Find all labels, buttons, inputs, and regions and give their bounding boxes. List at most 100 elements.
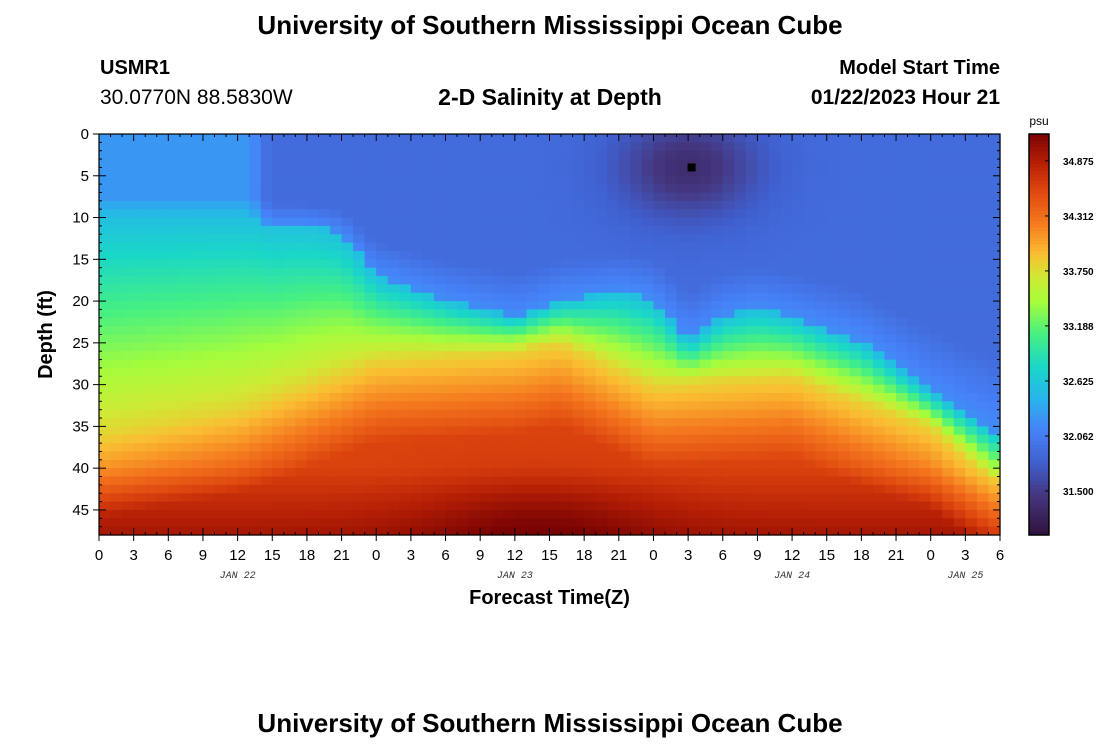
heatmap-cell bbox=[549, 384, 562, 394]
heatmap-cell bbox=[295, 434, 308, 444]
heatmap-cell bbox=[768, 351, 782, 361]
heatmap-cell bbox=[699, 359, 712, 369]
heatmap-cell bbox=[191, 326, 204, 336]
heatmap-cell bbox=[561, 426, 574, 436]
heatmap-cell bbox=[226, 225, 239, 235]
heatmap-cell bbox=[179, 351, 193, 361]
heatmap-cell bbox=[514, 276, 527, 285]
heatmap-cell bbox=[399, 376, 412, 386]
heatmap-cell bbox=[976, 234, 990, 244]
heatmap-cell bbox=[815, 192, 828, 202]
heatmap-cell bbox=[953, 392, 966, 402]
heatmap-cell bbox=[503, 509, 516, 519]
heatmap-cell bbox=[272, 192, 285, 202]
heatmap-cell bbox=[734, 301, 747, 311]
heatmap-cell bbox=[780, 493, 793, 503]
heatmap-cell bbox=[953, 334, 966, 344]
heatmap-cell bbox=[179, 426, 193, 436]
heatmap-cell bbox=[884, 401, 897, 411]
heatmap-cell bbox=[803, 292, 816, 302]
heatmap-cell bbox=[156, 217, 169, 227]
heatmap-cell bbox=[179, 276, 193, 285]
heatmap-cell bbox=[849, 225, 862, 235]
heatmap-cell bbox=[179, 309, 193, 319]
heatmap-cell bbox=[618, 434, 631, 444]
heatmap-cell bbox=[711, 501, 724, 511]
heatmap-cell bbox=[306, 175, 320, 185]
heatmap-cell bbox=[295, 250, 308, 260]
heatmap-cell bbox=[249, 459, 262, 469]
heatmap-cell bbox=[561, 192, 574, 202]
heatmap-cell bbox=[364, 167, 377, 177]
heatmap-cell bbox=[179, 484, 193, 494]
heatmap-cell bbox=[584, 167, 597, 177]
heatmap-cell bbox=[942, 468, 955, 478]
heatmap-cell bbox=[734, 484, 747, 494]
heatmap-cell bbox=[376, 150, 389, 160]
heatmap-cell bbox=[341, 225, 354, 235]
heatmap-cell bbox=[630, 384, 643, 394]
heatmap-cell bbox=[341, 192, 354, 202]
heatmap-cell bbox=[445, 351, 458, 361]
heatmap-cell bbox=[861, 267, 874, 277]
heatmap-cell bbox=[665, 150, 678, 160]
heatmap-cell bbox=[283, 334, 296, 344]
heatmap-cell bbox=[537, 459, 551, 469]
heatmap-cell bbox=[491, 401, 504, 411]
heatmap-cell bbox=[99, 501, 112, 511]
heatmap-cell bbox=[445, 309, 458, 319]
heatmap-cell bbox=[768, 317, 782, 327]
heatmap-cell bbox=[283, 134, 296, 143]
heatmap-cell bbox=[953, 159, 966, 169]
heatmap-cell bbox=[861, 401, 874, 411]
heatmap-cell bbox=[214, 426, 227, 436]
heatmap-cell bbox=[514, 367, 527, 377]
heatmap-cell bbox=[156, 175, 169, 185]
heatmap-cell bbox=[815, 367, 828, 377]
heatmap-cell bbox=[953, 484, 966, 494]
heatmap-cell bbox=[272, 242, 285, 252]
heatmap-cell bbox=[364, 418, 377, 427]
heatmap-cell bbox=[699, 509, 712, 519]
day-label: JAN 25 bbox=[947, 571, 983, 582]
heatmap-cell bbox=[722, 292, 735, 302]
heatmap-cell bbox=[665, 326, 678, 336]
heatmap-cell bbox=[503, 234, 516, 244]
heatmap-cell bbox=[722, 250, 735, 260]
heatmap-cell bbox=[930, 267, 943, 277]
heatmap-cell bbox=[965, 225, 978, 235]
heatmap-cell bbox=[561, 493, 574, 503]
heatmap-cell bbox=[699, 367, 712, 377]
heatmap-cell bbox=[826, 384, 839, 394]
heatmap-cell bbox=[676, 250, 689, 260]
heatmap-cell bbox=[757, 501, 770, 511]
heatmap-cell bbox=[122, 384, 135, 394]
heatmap-cell bbox=[306, 426, 320, 436]
heatmap-cell bbox=[861, 150, 874, 160]
heatmap-cell bbox=[711, 317, 724, 327]
heatmap-cell bbox=[202, 309, 216, 319]
heatmap-cell bbox=[133, 134, 146, 143]
heatmap-cell bbox=[745, 434, 759, 444]
heatmap-cell bbox=[792, 234, 805, 244]
heatmap-cell bbox=[815, 175, 828, 185]
heatmap-cell bbox=[341, 468, 354, 478]
heatmap-cell bbox=[410, 234, 424, 244]
heatmap-cell bbox=[630, 518, 643, 528]
heatmap-cell bbox=[272, 200, 285, 210]
heatmap-cell bbox=[110, 209, 123, 219]
heatmap-cell bbox=[341, 334, 354, 344]
colorbar-segment bbox=[1029, 244, 1049, 249]
heatmap-cell bbox=[468, 175, 481, 185]
heatmap-cell bbox=[445, 443, 458, 453]
heatmap-cell bbox=[630, 509, 643, 519]
heatmap-cell bbox=[711, 250, 724, 260]
heatmap-cell bbox=[376, 142, 389, 152]
heatmap-cell bbox=[410, 159, 424, 169]
heatmap-cell bbox=[699, 200, 712, 210]
heatmap-cell bbox=[792, 468, 805, 478]
heatmap-cell bbox=[665, 250, 678, 260]
heatmap-cell bbox=[757, 367, 770, 377]
heatmap-cell bbox=[595, 468, 608, 478]
heatmap-cell bbox=[202, 184, 216, 194]
